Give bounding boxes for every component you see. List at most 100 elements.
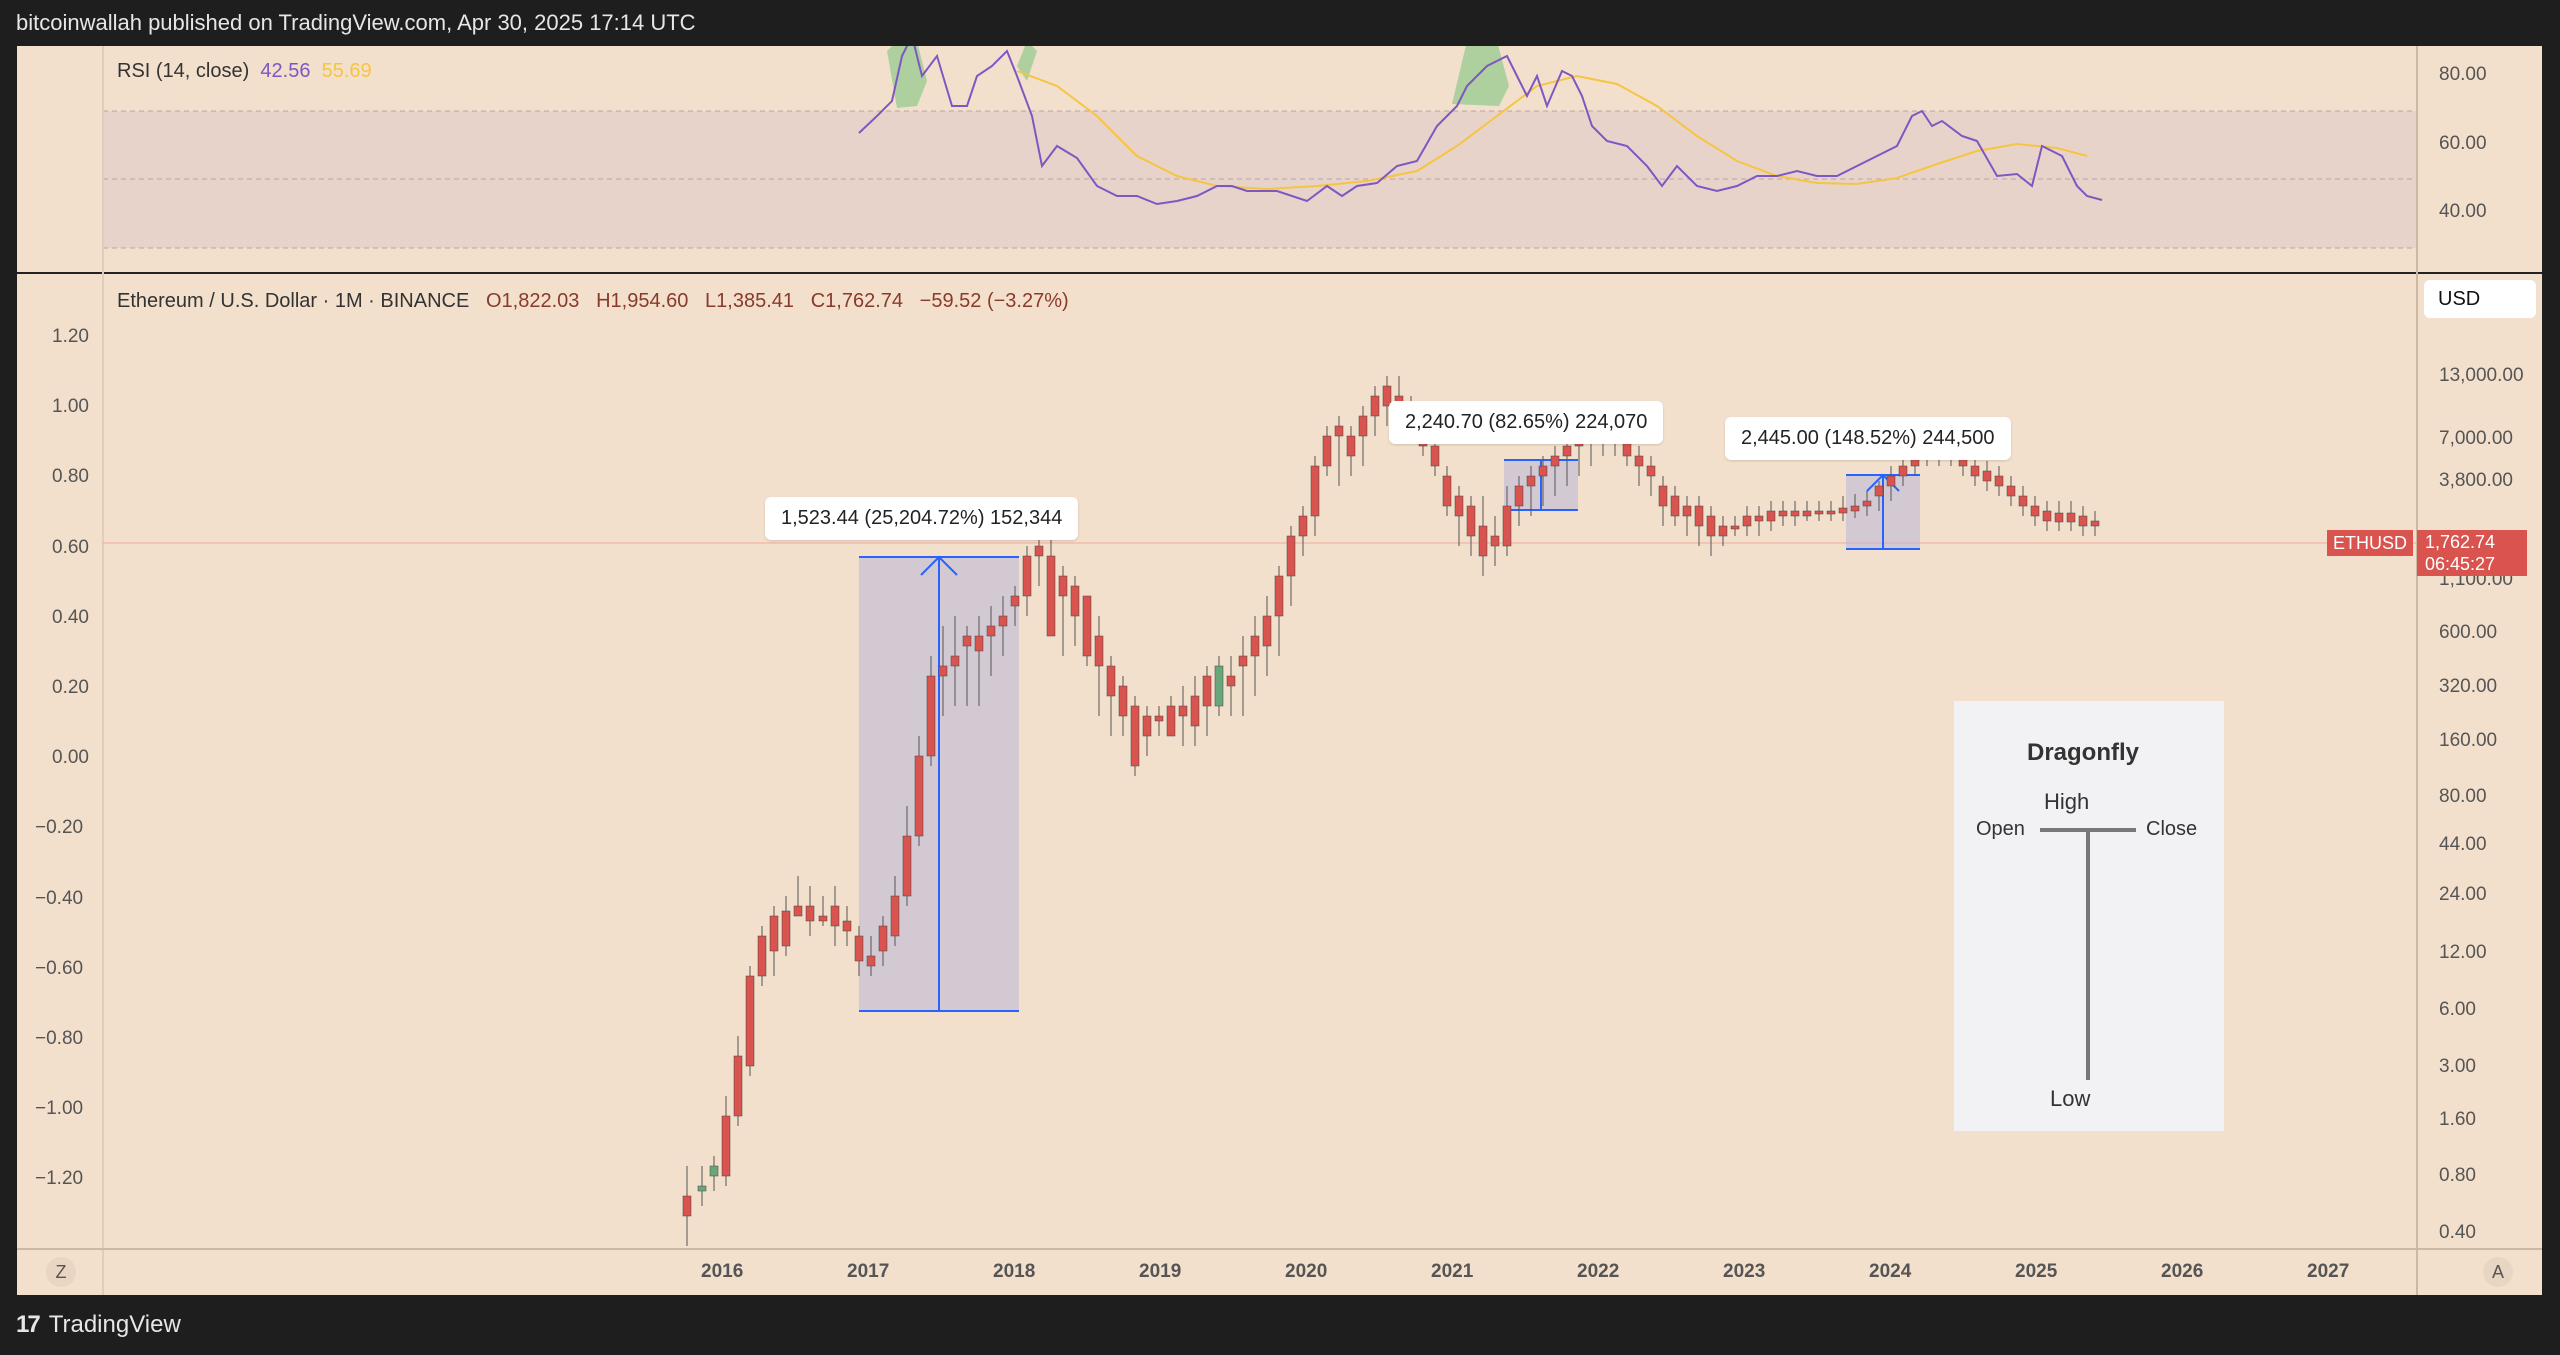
candle-body [938, 665, 948, 677]
publisher-text: bitcoinwallah published on TradingView.c… [16, 10, 696, 35]
candle-body [1730, 525, 1740, 530]
measure-label-2: 2,240.70 (82.65%) 224,070 [1389, 401, 1664, 444]
candle-body [2006, 485, 2016, 497]
candle-body [2018, 495, 2028, 507]
candle-body [1634, 455, 1644, 467]
tradingview-logo[interactable]: 17 TradingView [16, 1311, 181, 1339]
candle-body [1490, 535, 1500, 547]
candle-body [878, 925, 888, 952]
candle-body [1094, 635, 1104, 667]
candle-body [1454, 495, 1464, 517]
candle-body [805, 905, 815, 922]
candlestick-series [682, 376, 2100, 1246]
candle-body [1034, 545, 1044, 557]
candle-body [2066, 512, 2076, 523]
candle-body [1502, 505, 1512, 547]
price-axis-label: 160.00 [2439, 730, 2498, 751]
rsi-ma-value: 55.69 [321, 60, 372, 82]
time-axis-label: 2017 [847, 1261, 890, 1282]
candle-body [1442, 475, 1452, 507]
candle-body [1970, 465, 1980, 477]
candle-body [1802, 510, 1812, 517]
rsi-ma-line [1016, 70, 2088, 191]
left-axis-label: 0.20 [52, 677, 89, 698]
candle-body [1874, 485, 1884, 497]
candle-body [1046, 555, 1056, 637]
time-axis-label: 2020 [1285, 1261, 1328, 1282]
currency-button[interactable]: USD [2424, 280, 2536, 318]
candle-body [1082, 595, 1092, 657]
candle-body [986, 625, 996, 637]
time-axis-label: 2025 [2015, 1261, 2058, 1282]
price-axis-label: 44.00 [2439, 834, 2487, 855]
rsi-header: RSI (14, close) 42.56 55.69 [117, 60, 372, 83]
auto-scale-toggle[interactable]: A [2483, 1257, 2513, 1287]
price-axis-label: 0.40 [2439, 1222, 2476, 1243]
rsi-line [858, 46, 2103, 206]
left-axis-label: −0.60 [35, 957, 84, 979]
candle-body [890, 895, 900, 937]
candle-body [1430, 445, 1440, 467]
candle-body [1022, 555, 1032, 597]
price-axis-label: 1.60 [2439, 1109, 2476, 1130]
last-price-label: 1,762.74 [2417, 530, 2527, 554]
candle-body [974, 635, 984, 652]
candle-body [1142, 715, 1152, 737]
candle-body [830, 905, 840, 927]
price-axis-label: 600.00 [2439, 622, 2498, 643]
candle-body [2078, 515, 2088, 527]
candle-body [1466, 505, 1476, 537]
chart-frame[interactable]: RSI (14, close) 42.56 55.69 80.00 60.00 … [17, 46, 2542, 1295]
left-axis-label: −1.20 [35, 1168, 84, 1190]
candle-body [1202, 675, 1212, 707]
candle-body [1694, 505, 1704, 527]
candle-body [1070, 585, 1080, 617]
candle-body [1010, 595, 1020, 607]
candle-body [1862, 500, 1872, 507]
candle-body [1778, 510, 1788, 517]
candle-body [1262, 615, 1272, 647]
tradingview-brand: TradingView [48, 1311, 181, 1338]
candle-body [1838, 507, 1848, 514]
candle-body [1154, 715, 1164, 722]
log-scale-toggle[interactable]: Z [46, 1257, 76, 1287]
dragonfly-open-label: Open [1976, 818, 2025, 840]
measure-label-1: 1,523.44 (25,204.72%) 152,344 [765, 497, 1079, 540]
ohlc-close: C1,762.74 [810, 290, 903, 312]
dragonfly-doji-illustration: Dragonfly High Open Close Low [1954, 701, 2224, 1131]
time-axis-label: 2016 [701, 1261, 744, 1282]
rsi-tick-40: 40.00 [2439, 201, 2487, 222]
candle-body [1718, 525, 1728, 537]
candle-body [950, 655, 960, 667]
left-axis-label: −1.00 [35, 1098, 84, 1120]
dragonfly-low-label: Low [2050, 1086, 2091, 1111]
candle-body [2090, 520, 2100, 527]
candle-body [1814, 510, 1824, 515]
chart-canvas[interactable] [17, 46, 2542, 1295]
time-axis-label: 2023 [1723, 1261, 1766, 1282]
footer: 17 TradingView [0, 1295, 2560, 1355]
ohlc-open: O1,822.03 [485, 290, 580, 312]
price-axis-label: 13,000.00 [2439, 365, 2524, 386]
ohlc-high: H1,954.60 [596, 290, 689, 312]
candle-body [721, 1115, 731, 1177]
candle-body [854, 935, 864, 962]
time-axis-label: 2021 [1431, 1261, 1474, 1282]
candle-body [1850, 505, 1860, 512]
candle-body [1646, 465, 1656, 477]
candle-body [1898, 465, 1908, 477]
left-axis-label: 0.80 [52, 466, 89, 488]
price-axis-label: 12.00 [2439, 942, 2487, 963]
dragonfly-high-label: High [2044, 789, 2090, 814]
ohlc-low: L1,385.41 [705, 290, 795, 312]
candle-body [1358, 415, 1368, 437]
candle-body [818, 915, 828, 922]
rsi-overbought-fill-1 [887, 46, 927, 108]
left-axis-label: 0.00 [52, 747, 89, 769]
candle-body [866, 955, 876, 967]
time-axis-label: 2027 [2307, 1261, 2350, 1282]
candle-body [1118, 685, 1128, 717]
candle-body [1538, 465, 1548, 477]
candle-body [998, 615, 1008, 627]
candle-body [1982, 470, 1992, 482]
